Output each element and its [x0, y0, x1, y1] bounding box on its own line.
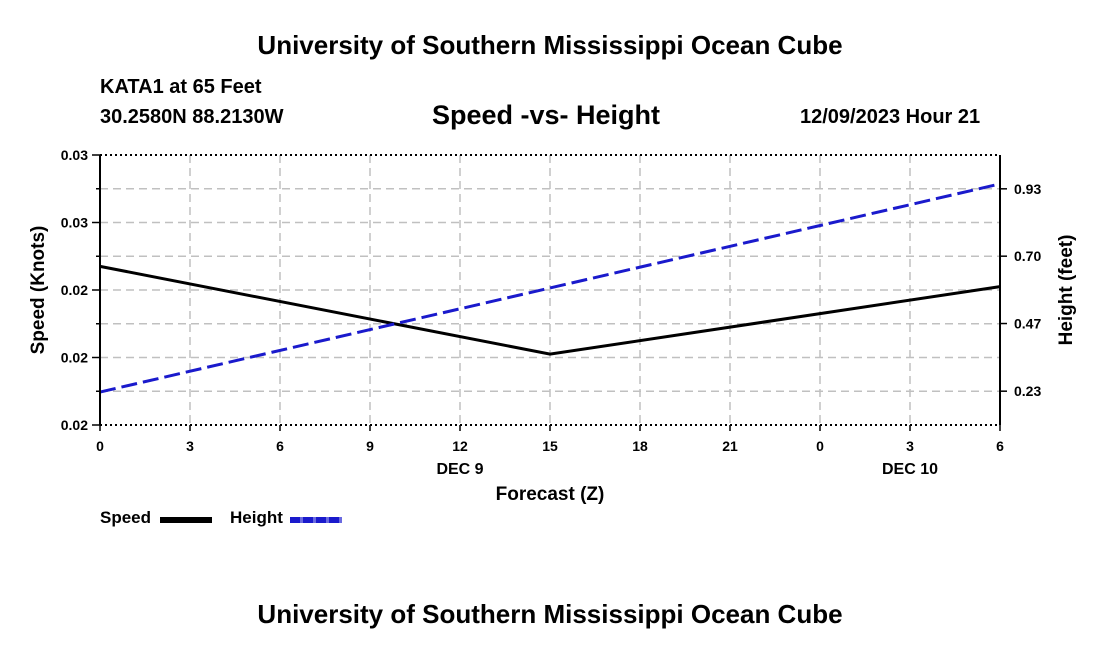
x-tick-label: 6	[996, 438, 1004, 454]
y-tick-label: 0.03	[61, 147, 88, 163]
footer-title: University of Southern Mississippi Ocean…	[257, 599, 843, 629]
speed-height-chart: 0.02 0.02 0.02 0.03 0.03 0.23 0.47 0.70 0.93 0 3 6 9…	[28, 147, 1077, 505]
x-tick-label: 9	[366, 438, 374, 454]
y2-tick-label: 0.70	[1014, 248, 1041, 264]
forecast-datetime: 12/09/2023 Hour 21	[800, 106, 981, 128]
y-axis-title: Speed (Knots)	[28, 226, 49, 355]
x-tick-label: 15	[542, 438, 558, 454]
legend-height-swatch	[290, 517, 342, 523]
y2-tick-label: 0.93	[1014, 181, 1041, 197]
y-tick-label: 0.02	[61, 417, 88, 433]
station-label: KATA1 at 65 Feet	[100, 76, 262, 98]
x-tick-label: 12	[452, 438, 468, 454]
date-label: DEC 9	[436, 461, 483, 478]
legend-speed-swatch	[160, 517, 212, 523]
series-layer	[99, 182, 1001, 394]
y2-tick-label: 0.23	[1014, 383, 1041, 399]
x-tick-label: 3	[906, 438, 914, 454]
chart-title: Speed -vs- Height	[432, 100, 661, 130]
x-tick-label: 21	[722, 438, 738, 454]
x-axis-title: Forecast (Z)	[496, 484, 605, 505]
station-coordinates: 30.2580N 88.2130W	[100, 106, 284, 128]
page-title: University of Southern Mississippi Ocean…	[257, 30, 843, 60]
x-tick-label: 0	[96, 438, 104, 454]
x-tick-label: 6	[276, 438, 284, 454]
frame-layer	[92, 154, 1007, 431]
grid-layer	[100, 155, 1000, 425]
date-label: DEC 10	[882, 461, 938, 478]
x-tick-label: 3	[186, 438, 194, 454]
y2-axis-title: Height (feet)	[1056, 235, 1077, 346]
legend-speed-label: Speed	[100, 508, 152, 527]
x-tick-label: 18	[632, 438, 648, 454]
label-layer: 0.02 0.02 0.02 0.03 0.03 0.23 0.47 0.70 0.93 0 3 6 9…	[28, 147, 1077, 505]
y-tick-label: 0.02	[61, 350, 88, 366]
legend-height-label: Height	[230, 508, 283, 527]
y-tick-label: 0.02	[61, 282, 88, 298]
y-tick-label: 0.03	[61, 215, 88, 231]
series-line-speed	[99, 264, 1001, 356]
y2-tick-label: 0.47	[1014, 316, 1041, 332]
x-tick-label: 0	[816, 438, 824, 454]
